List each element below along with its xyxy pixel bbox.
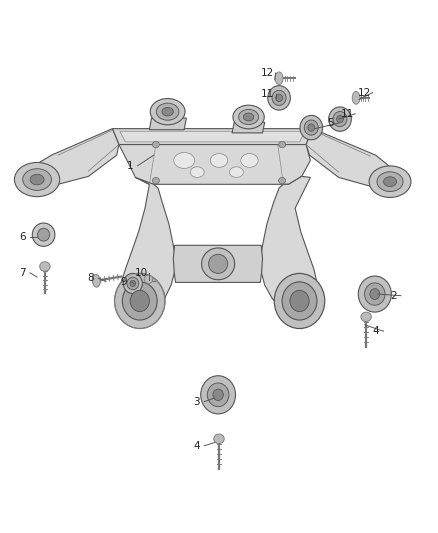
- Ellipse shape: [328, 107, 351, 131]
- Ellipse shape: [122, 282, 157, 320]
- Ellipse shape: [369, 166, 411, 197]
- Ellipse shape: [156, 103, 179, 120]
- Ellipse shape: [115, 273, 165, 328]
- Text: 4: 4: [372, 326, 379, 336]
- Polygon shape: [260, 176, 318, 312]
- Ellipse shape: [130, 290, 149, 312]
- Ellipse shape: [30, 174, 44, 185]
- Ellipse shape: [130, 280, 136, 287]
- Ellipse shape: [174, 152, 194, 168]
- Ellipse shape: [92, 274, 100, 287]
- Ellipse shape: [14, 163, 60, 197]
- Ellipse shape: [233, 105, 264, 129]
- Ellipse shape: [201, 376, 236, 414]
- Text: 9: 9: [121, 277, 127, 287]
- Ellipse shape: [282, 282, 317, 320]
- Ellipse shape: [40, 262, 50, 271]
- Ellipse shape: [370, 289, 380, 300]
- Ellipse shape: [32, 223, 55, 246]
- Ellipse shape: [210, 154, 228, 167]
- Ellipse shape: [279, 177, 286, 184]
- Polygon shape: [38, 230, 49, 239]
- Ellipse shape: [239, 109, 258, 125]
- Text: 1: 1: [127, 161, 133, 171]
- Ellipse shape: [352, 92, 360, 104]
- Polygon shape: [113, 128, 313, 144]
- Ellipse shape: [23, 169, 51, 190]
- Ellipse shape: [279, 141, 286, 148]
- Text: 12: 12: [358, 87, 371, 98]
- Ellipse shape: [207, 383, 229, 407]
- Polygon shape: [149, 118, 186, 130]
- Ellipse shape: [201, 248, 235, 280]
- Ellipse shape: [361, 312, 371, 321]
- Ellipse shape: [275, 72, 283, 85]
- Text: 6: 6: [19, 232, 25, 243]
- Ellipse shape: [150, 99, 185, 125]
- Ellipse shape: [274, 273, 325, 328]
- Ellipse shape: [244, 113, 254, 121]
- Ellipse shape: [152, 177, 159, 184]
- Polygon shape: [119, 144, 311, 184]
- Ellipse shape: [300, 115, 322, 140]
- Ellipse shape: [152, 141, 159, 148]
- Ellipse shape: [364, 283, 385, 305]
- Text: 8: 8: [87, 273, 94, 283]
- Ellipse shape: [230, 167, 244, 177]
- Ellipse shape: [308, 124, 314, 131]
- Polygon shape: [232, 122, 265, 133]
- Polygon shape: [120, 131, 305, 142]
- Ellipse shape: [144, 275, 153, 284]
- Ellipse shape: [214, 434, 224, 443]
- Ellipse shape: [304, 120, 318, 135]
- Ellipse shape: [213, 389, 223, 400]
- Ellipse shape: [333, 111, 347, 127]
- Text: 3: 3: [193, 397, 200, 407]
- Ellipse shape: [241, 154, 258, 167]
- Ellipse shape: [162, 108, 173, 116]
- Polygon shape: [306, 128, 397, 190]
- Ellipse shape: [208, 254, 228, 273]
- Ellipse shape: [127, 277, 139, 290]
- Text: 11: 11: [341, 109, 354, 119]
- Ellipse shape: [276, 94, 283, 102]
- Text: 11: 11: [261, 88, 274, 99]
- Text: 5: 5: [327, 118, 334, 128]
- Ellipse shape: [190, 167, 204, 177]
- Text: 12: 12: [261, 68, 274, 78]
- Text: 7: 7: [19, 268, 25, 278]
- Ellipse shape: [358, 276, 391, 312]
- Ellipse shape: [377, 172, 403, 191]
- Ellipse shape: [272, 90, 286, 106]
- Text: 10: 10: [135, 268, 148, 278]
- Ellipse shape: [336, 116, 343, 123]
- Text: 2: 2: [390, 290, 396, 301]
- Ellipse shape: [123, 273, 142, 294]
- Ellipse shape: [290, 290, 309, 312]
- Ellipse shape: [268, 86, 290, 110]
- Polygon shape: [119, 177, 176, 312]
- Ellipse shape: [384, 177, 396, 187]
- Polygon shape: [173, 245, 262, 282]
- Ellipse shape: [38, 228, 49, 241]
- Text: 4: 4: [193, 441, 200, 451]
- Polygon shape: [25, 128, 119, 187]
